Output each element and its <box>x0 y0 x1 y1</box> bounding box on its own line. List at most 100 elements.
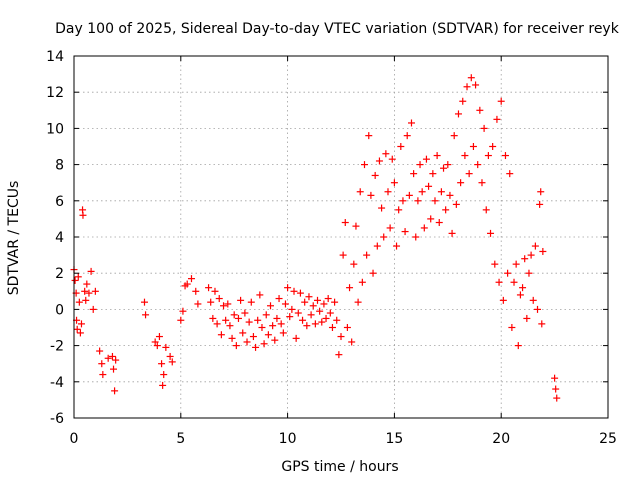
x-tick-label: 15 <box>385 431 403 447</box>
data-points <box>70 74 561 402</box>
x-tick-label: 0 <box>70 431 79 447</box>
data-point <box>215 295 223 303</box>
y-tick-label: 4 <box>55 230 64 246</box>
data-point <box>74 273 82 281</box>
data-point <box>230 311 238 319</box>
data-point <box>256 291 264 299</box>
data-point <box>508 324 516 331</box>
data-point <box>243 338 251 346</box>
data-point <box>110 365 118 373</box>
data-point <box>168 358 176 366</box>
data-point <box>269 322 277 330</box>
data-point <box>183 280 191 288</box>
data-point <box>228 334 236 342</box>
data-point <box>279 329 287 337</box>
data-point <box>294 309 302 317</box>
data-point <box>352 222 360 230</box>
data-point <box>96 347 104 355</box>
data-point <box>538 320 546 328</box>
y-tick-label: 6 <box>55 194 64 210</box>
data-point <box>91 287 99 295</box>
data-point <box>457 179 465 187</box>
data-point <box>211 287 219 295</box>
data-point <box>480 124 488 132</box>
data-point <box>401 228 409 236</box>
data-point <box>311 320 319 328</box>
data-point <box>299 316 307 324</box>
data-point <box>252 343 260 351</box>
data-point <box>367 191 375 199</box>
x-tick-label: 5 <box>176 431 185 447</box>
data-point <box>258 324 266 331</box>
data-point <box>482 206 490 214</box>
data-point <box>273 314 281 322</box>
data-point <box>440 164 448 172</box>
data-point <box>166 352 174 360</box>
data-point <box>177 316 185 324</box>
data-point <box>262 311 270 319</box>
y-tick-label: -2 <box>50 339 64 355</box>
data-point <box>375 157 383 165</box>
data-point <box>422 155 430 163</box>
data-point <box>489 143 497 150</box>
data-point <box>378 204 386 212</box>
data-point <box>495 278 503 286</box>
data-point <box>99 371 107 379</box>
data-point <box>89 305 97 313</box>
data-point <box>465 170 473 178</box>
data-point <box>384 188 392 196</box>
data-point <box>474 161 482 169</box>
data-point <box>435 219 443 227</box>
axis-ticks <box>73 55 609 419</box>
data-point <box>296 289 304 297</box>
data-point <box>512 260 520 268</box>
data-point <box>247 298 255 306</box>
data-point <box>159 381 167 389</box>
data-point <box>220 302 228 310</box>
data-point <box>358 278 366 286</box>
data-point <box>108 352 116 360</box>
data-point <box>525 269 533 277</box>
data-point <box>160 371 168 379</box>
data-point <box>104 354 112 362</box>
data-point <box>81 287 89 295</box>
data-point <box>239 329 247 337</box>
data-point <box>427 215 435 223</box>
data-point <box>444 161 452 169</box>
data-point <box>369 269 377 277</box>
data-point <box>484 152 492 160</box>
data-point <box>162 343 170 351</box>
data-point <box>371 171 379 179</box>
data-point <box>205 284 213 292</box>
data-point <box>288 305 296 313</box>
data-point <box>209 314 217 322</box>
data-point <box>501 152 509 160</box>
data-point <box>151 338 159 346</box>
data-point <box>326 309 334 317</box>
data-point <box>333 316 341 324</box>
data-point <box>386 224 394 232</box>
data-point <box>534 305 542 313</box>
data-point <box>472 81 480 89</box>
y-tick-label: -4 <box>50 375 64 391</box>
data-point <box>537 188 545 196</box>
data-point <box>461 152 469 160</box>
data-point <box>337 333 345 341</box>
data-point <box>234 314 242 322</box>
data-point <box>504 269 512 277</box>
data-point <box>275 295 283 303</box>
data-point <box>405 191 413 199</box>
data-point <box>82 296 90 304</box>
data-point <box>232 342 240 350</box>
data-point <box>292 334 300 342</box>
y-tick-label: 8 <box>55 158 64 174</box>
y-tick-label: 2 <box>55 266 64 282</box>
data-point <box>454 110 462 118</box>
x-axis-label: GPS time / hours <box>281 459 398 475</box>
data-point <box>519 284 527 292</box>
data-point <box>111 387 119 395</box>
data-point <box>552 385 560 393</box>
data-point <box>75 298 83 306</box>
data-point <box>356 188 364 196</box>
data-point <box>343 324 351 331</box>
